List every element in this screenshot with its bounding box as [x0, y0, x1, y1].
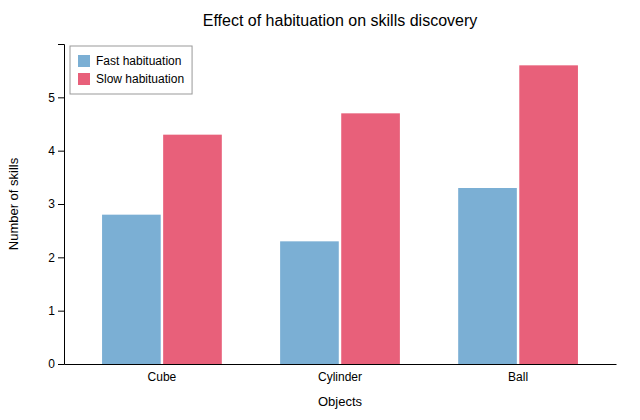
x-tick-label: Cube [148, 370, 177, 384]
legend-item: Fast habituation [78, 54, 181, 68]
y-axis: 0 1 2 3 4 5 [48, 45, 64, 372]
y-axis-line [58, 45, 65, 365]
bar [163, 135, 222, 364]
y-axis-title: Number of skills [6, 157, 21, 250]
y-tick-label: 5 [48, 91, 55, 105]
legend-label: Slow habituation [96, 72, 184, 86]
x-tick: Cube [148, 364, 177, 384]
legend-swatch [78, 73, 90, 85]
y-tick-line [58, 311, 64, 312]
y-tick-label: 0 [48, 357, 55, 371]
y-tick-line [58, 364, 64, 365]
title: Effect of habituation on skills discover… [203, 12, 478, 29]
bar-series [163, 65, 578, 364]
y-tick-label: 2 [48, 251, 55, 265]
y-tick-label: 3 [48, 197, 55, 211]
y-tick-line [58, 204, 64, 205]
bars [102, 65, 578, 364]
y-tick: 5 [48, 91, 64, 105]
plot: Cube Cylinder Ball 0 1 2 3 4 5 Fast habituation Sl… [48, 45, 616, 384]
y-tick: 0 [48, 357, 64, 371]
legend-item: Slow habituation [78, 72, 184, 86]
y-tick-line [58, 151, 64, 152]
chart-svg: Cube Cylinder Ball 0 1 2 3 4 5 Fast habituation Sl… [0, 0, 640, 420]
legend-label: Fast habituation [96, 54, 181, 68]
y-tick: 1 [48, 304, 64, 318]
bar [102, 215, 161, 364]
x-tick: Cylinder [318, 364, 362, 384]
x-tick: Ball [508, 364, 528, 384]
y-tick-line [58, 97, 64, 98]
y-tick: 3 [48, 197, 64, 211]
x-tick-label: Ball [508, 370, 528, 384]
legend-box [70, 46, 192, 94]
y-tick-line [58, 257, 64, 258]
legend: Fast habituation Slow habituation [70, 46, 192, 94]
bar [280, 241, 339, 364]
x-axis-title: Objects [318, 394, 363, 409]
legend-swatch [78, 55, 90, 67]
y-tick-label: 4 [48, 144, 55, 158]
bar [519, 65, 578, 364]
x-axis: Cube Cylinder Ball [65, 364, 617, 384]
bar [341, 113, 400, 364]
y-tick: 2 [48, 251, 64, 265]
x-tick-label: Cylinder [318, 370, 362, 384]
x-axis-line [65, 364, 617, 365]
y-tick-label: 1 [48, 304, 55, 318]
bar [458, 188, 517, 364]
y-tick: 4 [48, 144, 64, 158]
